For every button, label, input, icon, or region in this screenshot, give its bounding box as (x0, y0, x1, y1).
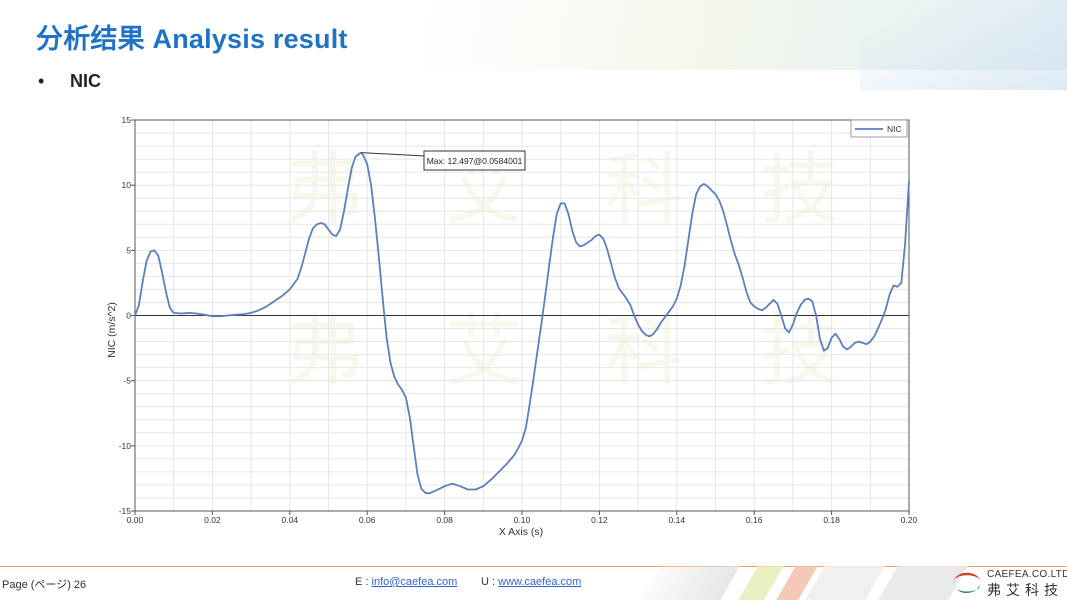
legend: NIC (850, 119, 908, 138)
x-tick-label: 0.14 (669, 515, 686, 525)
email-prefix: E : (355, 576, 372, 588)
x-tick-label: 0.00 (127, 515, 144, 525)
x-axis-label: X Axis (s) (499, 526, 543, 538)
logo-company-name-cn: 弗艾科技 (987, 582, 1063, 598)
email-link[interactable]: info@caefea.com (371, 576, 458, 588)
url-prefix: U : (481, 576, 499, 588)
y-tick-label: 15 (122, 115, 132, 125)
footer-stripe-4 (805, 566, 885, 600)
max-annotation: Max: 12.497@0.0584001 (360, 150, 526, 171)
tick-labels: 0.00 0.02 0.04 0.06 0.08 0.10 0.12 0.14 0.16 0.18… (119, 115, 918, 525)
watermark-glyph: 技 (760, 307, 838, 397)
watermark-glyph: 弗 (285, 145, 363, 235)
footer-email: E : info@caefea.com (355, 576, 457, 588)
x-tick-label: 0.10 (514, 515, 531, 525)
watermark-glyph: 艾 (445, 307, 523, 397)
watermark-glyph: 技 (760, 145, 838, 235)
company-logo-icon (953, 572, 980, 593)
annotation-leader-line (360, 152, 426, 157)
x-tick-label: 0.08 (436, 515, 453, 525)
logo-company-name-en: CAEFEA.CO.LTD (987, 569, 1067, 580)
footer-divider (0, 566, 1067, 567)
series-line-nic (134, 151, 910, 495)
y-tick-label: -10 (119, 441, 132, 451)
y-tick-label: -5 (123, 376, 131, 386)
bullet-item: • NIC (38, 71, 101, 92)
legend-label-nic: NIC (887, 124, 902, 134)
watermark-glyph: 弗 (285, 307, 363, 397)
website-link[interactable]: www.caefea.com (498, 576, 582, 588)
bullet-dot-icon: • (38, 71, 45, 91)
x-tick-label: 0.04 (282, 515, 299, 525)
y-axis-label: NIC (m/s^2) (106, 302, 118, 358)
y-tick-label: -15 (119, 506, 132, 516)
watermark-layer: 弗艾科技弗艾科技 (285, 145, 838, 397)
footer-stripe-2 (738, 566, 784, 600)
y-tick-label: 0 (126, 311, 131, 321)
header-decoration-corner (860, 0, 1067, 90)
footer-stripe-1 (640, 566, 740, 600)
y-tick-label: 10 (122, 180, 132, 190)
annotation-text: Max: 12.497@0.0584001 (427, 156, 523, 166)
page-number: Page (ページ) 26 (2, 579, 87, 591)
x-tick-label: 0.16 (746, 515, 763, 525)
x-tick-label: 0.18 (823, 515, 840, 525)
annotation-box (423, 150, 526, 171)
bullet-label: NIC (70, 71, 101, 91)
slide-title: 分析结果 Analysis result (36, 24, 348, 54)
x-tick-label: 0.02 (204, 515, 221, 525)
x-tick-label: 0.06 (359, 515, 376, 525)
x-tick-label: 0.20 (901, 515, 918, 525)
footer-website: U : www.caefea.com (481, 576, 581, 588)
y-tick-label: 5 (126, 245, 131, 255)
x-tick-label: 0.12 (591, 515, 608, 525)
watermark-glyph: 科 (605, 145, 683, 235)
watermark-glyph: 科 (605, 307, 683, 397)
nic-chart: 弗艾科技弗艾科技 0.00 0.02 0.04 0.06 0.08 0.10 0.12 0.1… (106, 115, 918, 538)
